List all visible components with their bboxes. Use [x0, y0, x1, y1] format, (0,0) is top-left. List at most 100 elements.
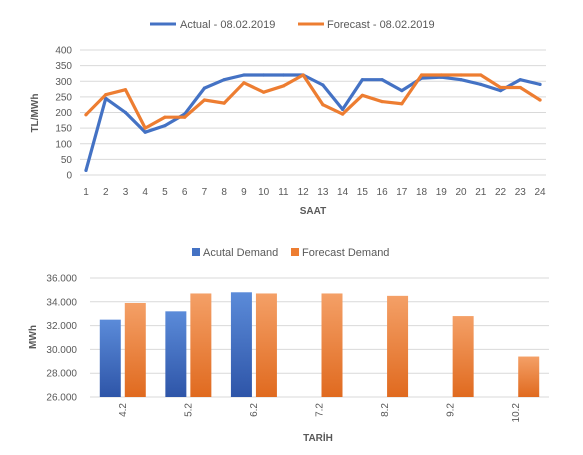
line-point-forecast — [281, 84, 285, 88]
line-chart-gridlines — [80, 49, 546, 176]
line-chart-x-tick-label: 2 — [103, 187, 109, 198]
line-point-actual — [360, 78, 364, 82]
bar-chart-legend: Acutal Demand Forecast Demand — [192, 247, 389, 259]
line-point-forecast — [380, 99, 384, 104]
line-series-actual — [84, 73, 542, 172]
line-chart-y-tick-label: 100 — [55, 139, 72, 150]
line-chart-x-tick-label: 24 — [534, 187, 546, 198]
line-point-forecast — [498, 85, 503, 90]
line-chart-y-tick-label: 50 — [61, 155, 73, 166]
line-chart-x-ticks: 1 2 3 4 5 6 7 8 9 10 11 12 13 14 15 16 17 18 19 20 21 22 23 24 — [83, 187, 546, 198]
bar-actual-demand — [99, 319, 121, 397]
line-point-actual — [518, 78, 522, 82]
line-point-forecast — [143, 126, 147, 130]
line-chart-y-tick-label: 400 — [55, 46, 72, 57]
line-point-actual — [400, 89, 404, 93]
line-point-forecast — [439, 73, 443, 77]
line-chart-x-tick-label: 11 — [278, 187, 289, 198]
line-point-actual — [262, 73, 266, 77]
line-chart-x-tick-label: 19 — [436, 187, 448, 198]
line-chart-series — [84, 73, 542, 172]
line-chart-x-tick-label: 17 — [396, 187, 408, 198]
line-point-actual — [242, 73, 246, 77]
line-point-forecast — [242, 81, 246, 85]
line-point-forecast — [222, 101, 226, 105]
line-chart-x-tick-label: 8 — [221, 187, 227, 198]
line-point-forecast — [202, 98, 207, 102]
line-chart-x-tick-label: 12 — [298, 187, 310, 198]
line-chart-x-tick-label: 14 — [337, 187, 349, 198]
line-point-forecast — [301, 73, 305, 77]
bar-chart-bars — [99, 292, 540, 397]
line-chart-x-tick-label: 20 — [455, 187, 467, 198]
line-chart-y-tick-label: 200 — [55, 108, 72, 119]
line-chart-y-tick-label: 250 — [55, 92, 72, 103]
line-chart-x-tick-label: 18 — [416, 187, 428, 198]
line-point-forecast — [518, 85, 522, 90]
line-point-forecast — [84, 113, 88, 117]
bar-chart-y-tick-label: 32.000 — [46, 321, 77, 332]
line-point-actual — [380, 78, 384, 82]
legend-label-actual: Actual - 08.02.2019 — [180, 19, 275, 31]
bar-forecast-demand — [255, 293, 277, 397]
line-point-actual — [459, 78, 463, 82]
line-point-forecast — [262, 90, 266, 94]
bar-chart-y-ticks: 26.000 28.000 30.000 32.000 34.000 36.000 — [46, 274, 77, 404]
bar-forecast-demand — [387, 295, 409, 397]
line-point-forecast — [341, 112, 345, 116]
bar-chart-y-tick-label: 36.000 — [46, 274, 77, 285]
line-chart-x-tick-label: 21 — [475, 187, 487, 198]
line-point-actual — [321, 83, 325, 87]
line-point-forecast — [400, 102, 404, 106]
bar-chart-x-tick-label: 7.2 — [315, 403, 326, 417]
line-point-forecast — [459, 73, 463, 77]
line-point-actual — [498, 89, 503, 93]
line-chart-x-tick-label: 15 — [357, 187, 369, 198]
bar-chart: 26.000 28.000 30.000 32.000 34.000 36.000 4.2… — [28, 247, 549, 444]
line-point-forecast — [104, 93, 108, 97]
line-chart-legend: Actual - 08.02.2019 Forecast - 08.02.201… — [150, 19, 435, 31]
line-chart-x-tick-label: 23 — [515, 187, 527, 198]
line-chart-x-tick-label: 6 — [182, 187, 188, 198]
line-point-forecast — [538, 98, 542, 102]
line-chart-x-tick-label: 5 — [162, 187, 168, 198]
line-chart-x-tick-label: 10 — [258, 187, 270, 198]
line-point-forecast — [321, 103, 325, 107]
line-chart-x-tick-label: 16 — [377, 187, 389, 198]
line-point-forecast — [360, 93, 364, 97]
bar-chart-y-tick-label: 26.000 — [46, 393, 77, 404]
bar-chart-x-tick-label: 6.2 — [249, 403, 260, 417]
bar-chart-x-tick-label: 9.2 — [446, 403, 457, 417]
line-point-actual — [163, 124, 167, 128]
bar-forecast-demand — [321, 293, 343, 397]
line-chart-x-tick-label: 9 — [241, 187, 247, 198]
line-chart-x-tick-label: 1 — [83, 187, 89, 198]
bar-forecast-demand — [190, 293, 212, 397]
bar-chart-y-axis-label: MWh — [28, 325, 39, 349]
line-point-actual — [281, 73, 285, 77]
bar-chart-y-tick-label: 34.000 — [46, 297, 77, 308]
bar-chart-x-tick-label: 8.2 — [380, 403, 391, 417]
line-chart-y-ticks: 0 50 100 150 200 250 300 350 400 — [55, 46, 72, 182]
line-chart-y-tick-label: 150 — [55, 124, 72, 135]
bar-chart-x-axis-label: TARİH — [303, 431, 333, 444]
bar-chart-x-ticks: 4.2 5.2 6.2 7.2 8.2 9.2 10.2 — [118, 403, 522, 423]
bar-chart-gridlines — [90, 277, 549, 398]
line-point-actual — [341, 107, 345, 111]
line-point-forecast — [479, 73, 483, 77]
line-point-actual — [202, 86, 207, 90]
line-chart-x-tick-label: 22 — [495, 187, 507, 198]
legend-swatch-actual-demand — [192, 248, 200, 256]
line-chart-y-axis-label: TL/MWh — [30, 94, 41, 133]
bar-chart-y-tick-label: 30.000 — [46, 345, 77, 356]
line-point-actual — [84, 168, 88, 172]
legend-label-forecast-demand: Forecast Demand — [302, 247, 389, 259]
bar-chart-x-tick-label: 5.2 — [183, 403, 194, 417]
line-point-forecast — [183, 115, 187, 119]
line-chart-x-tick-label: 4 — [142, 187, 148, 198]
line-chart-y-tick-label: 0 — [66, 171, 72, 182]
line-point-actual — [222, 78, 226, 82]
line-point-forecast — [419, 73, 424, 77]
